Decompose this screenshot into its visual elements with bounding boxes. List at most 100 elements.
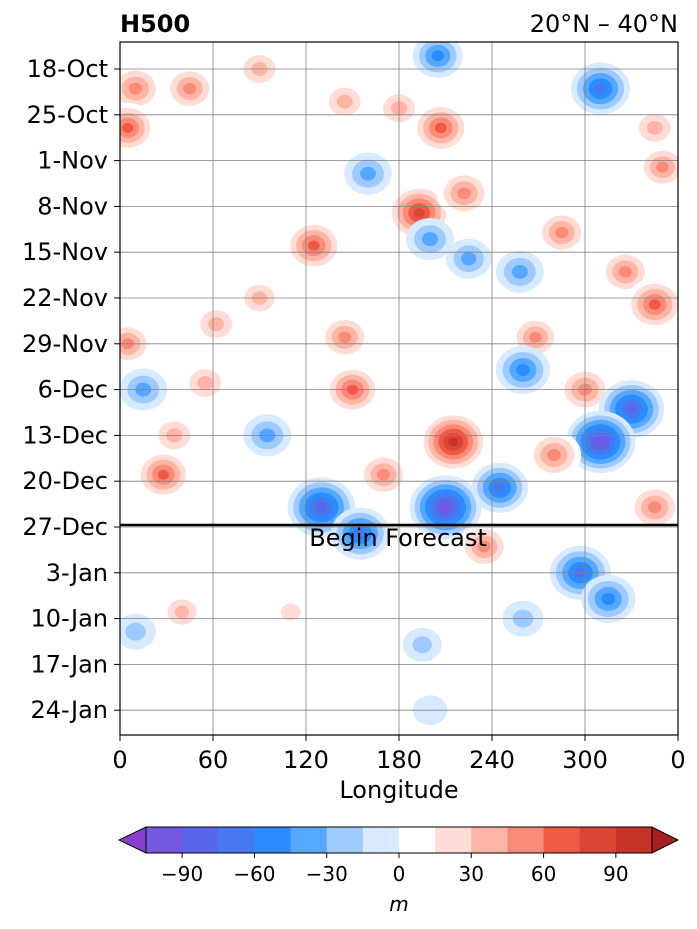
anomaly-feature <box>535 209 588 256</box>
anomaly-feature <box>406 218 454 261</box>
colorbar-segment <box>471 827 508 853</box>
x-tick-label: 180 <box>376 746 422 774</box>
y-axis: 18-Oct 25-Oct 1-Nov 8-Nov 15-Nov 22-Nov 29-Nov… <box>22 55 120 724</box>
x-tick-label: 0 <box>112 746 127 774</box>
contour-band <box>128 82 143 95</box>
contour-band <box>412 636 432 654</box>
colorbar-tick-label: 30 <box>459 862 484 886</box>
grid-lines <box>120 42 678 735</box>
colorbar-segment <box>435 827 472 853</box>
anomaly-feature <box>135 449 192 500</box>
contour-band <box>457 187 471 200</box>
contour-band <box>434 122 447 134</box>
y-tick-label: 22-Nov <box>22 284 108 312</box>
contour-band <box>376 468 391 481</box>
anomaly-feature <box>565 410 636 473</box>
colorbar-segment <box>326 827 364 853</box>
contour-band <box>183 82 197 95</box>
anomaly-feature <box>412 42 463 78</box>
contour-band <box>626 404 637 415</box>
y-tick-label: 8-Nov <box>37 192 108 220</box>
colorbar-segment <box>254 827 292 853</box>
colorbar-tick-label: 0 <box>393 862 406 886</box>
colorbar-segment <box>218 827 255 853</box>
contour-band <box>511 264 528 279</box>
contour-band <box>354 528 367 539</box>
y-tick-label: 1-Nov <box>37 147 108 175</box>
y-tick-label: 3-Jan <box>46 559 108 587</box>
anomaly-feature <box>599 248 652 295</box>
colorbar: −90 −60 −30 0 30 60 90 <box>117 826 680 886</box>
y-tick-label: 15-Nov <box>22 238 108 266</box>
anomaly-feature <box>120 613 157 650</box>
contour-band <box>647 501 662 514</box>
anomaly-feature <box>445 238 492 279</box>
contour-band <box>656 161 669 173</box>
colorbar-tick-label: −30 <box>306 862 348 886</box>
y-tick-label: 18-Oct <box>27 55 108 83</box>
anomaly-feature <box>495 345 551 394</box>
anomaly-feature <box>411 101 471 154</box>
y-tick-label: 17-Jan <box>30 650 108 678</box>
anomaly-feature <box>181 362 230 405</box>
y-tick-label: 13-Dec <box>22 421 108 449</box>
anomaly-feature <box>344 152 392 195</box>
anomaly-feature <box>271 595 310 630</box>
anomaly-feature <box>324 364 381 415</box>
y-tick-label: 29-Nov <box>22 330 108 358</box>
contour-band <box>307 240 320 251</box>
colorbar-extend-high <box>651 826 680 854</box>
x-tick-label: 240 <box>469 746 515 774</box>
anomaly-feature <box>409 475 482 540</box>
contour-band <box>547 449 561 462</box>
anomaly-feature <box>163 65 216 112</box>
anomaly-feature <box>496 250 544 293</box>
anomaly-feature <box>458 523 511 570</box>
contour-band <box>197 376 214 391</box>
contour-band <box>594 83 607 94</box>
contour-band <box>360 166 376 181</box>
contour-band <box>595 437 606 447</box>
anomaly-feature <box>402 627 442 662</box>
contour-band <box>208 317 225 332</box>
colorbar-extend-low <box>117 826 147 854</box>
contour-band <box>431 50 444 62</box>
x-tick-label: 0 <box>670 746 685 774</box>
x-axis-label: Longitude <box>339 776 458 804</box>
anomaly-feature <box>471 462 529 513</box>
colorbar-segment <box>362 827 400 853</box>
anomaly-feature <box>571 62 630 115</box>
contour-band <box>440 502 451 512</box>
contour-band <box>461 252 477 266</box>
colorbar-segment <box>290 827 328 853</box>
contour-band <box>122 122 134 133</box>
colorbar-tick-label: 90 <box>603 862 628 886</box>
x-tick-label: 300 <box>562 746 608 774</box>
contour-band <box>516 363 530 376</box>
contour-band <box>413 208 425 218</box>
anomaly-feature <box>581 574 636 623</box>
x-tick-label: 60 <box>198 746 229 774</box>
contour-band <box>338 331 352 344</box>
contour-band <box>422 232 438 247</box>
anomaly-feature <box>510 315 561 360</box>
contour-band <box>648 299 661 310</box>
contour-band <box>174 605 190 619</box>
colorbar-segment <box>507 827 545 853</box>
anomaly-feature <box>418 410 489 473</box>
contour-band <box>477 540 491 553</box>
anomaly-feature <box>318 314 371 361</box>
contour-band <box>529 331 542 343</box>
anomaly-field <box>120 42 678 726</box>
y-tick-label: 20-Dec <box>22 467 108 495</box>
y-tick-label: 27-Dec <box>22 513 108 541</box>
colorbar-segment <box>615 827 653 853</box>
contour-band <box>157 469 170 480</box>
anomaly-feature <box>120 64 163 113</box>
contour-band <box>555 226 569 239</box>
contour-band <box>336 94 353 109</box>
contour-band <box>618 266 632 278</box>
y-tick-label: 24-Jan <box>30 696 108 724</box>
forecast-label: Begin Forecast <box>309 524 487 552</box>
contour-band <box>494 482 506 493</box>
